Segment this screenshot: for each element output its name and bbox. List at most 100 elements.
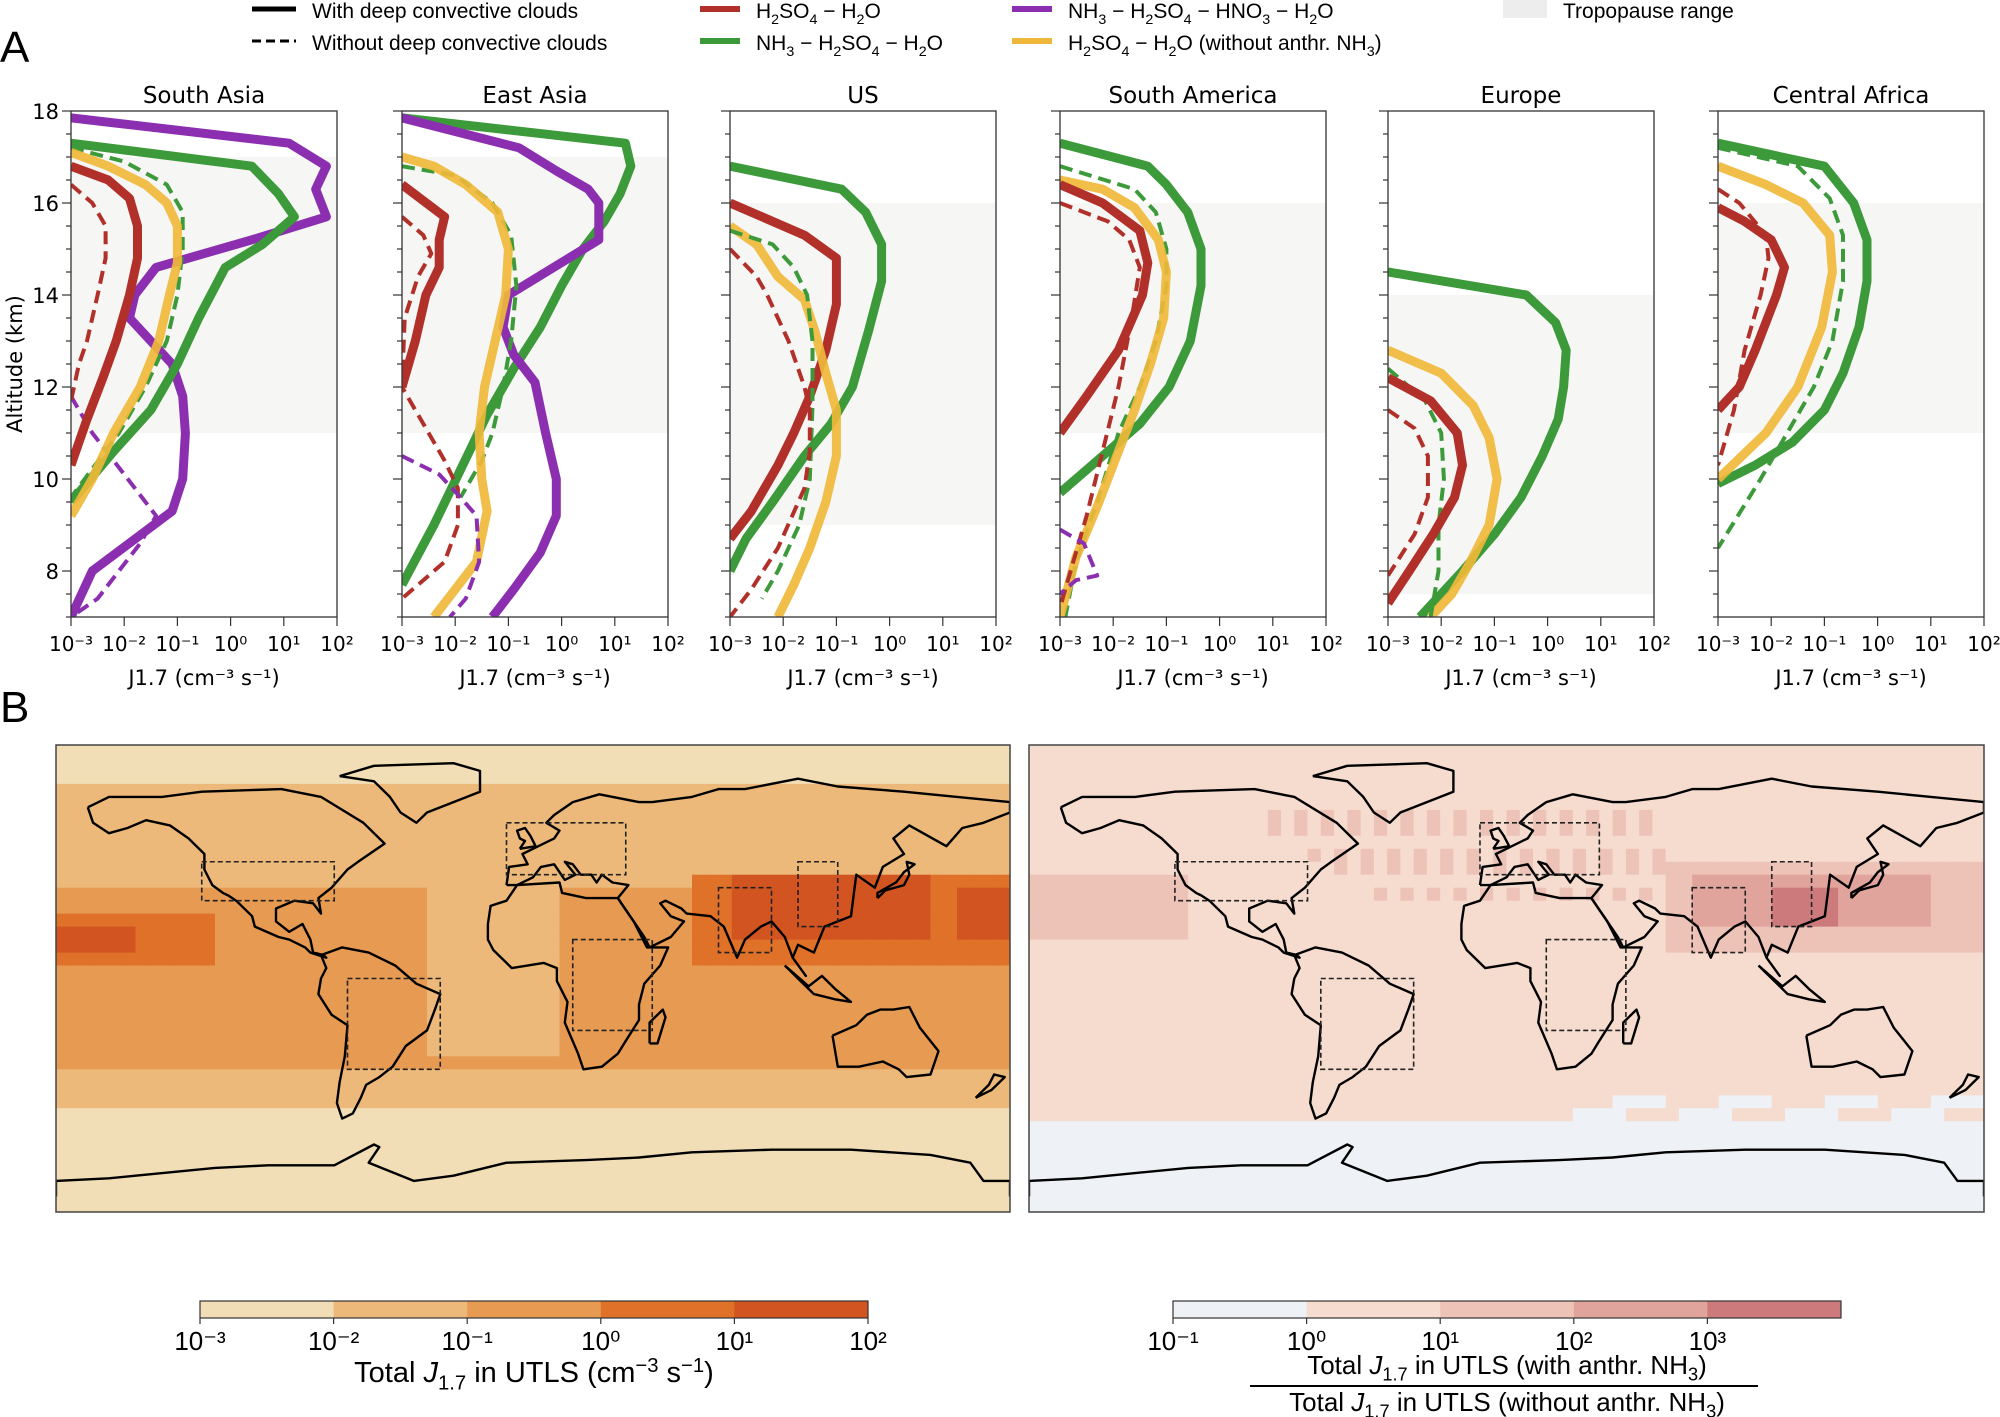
map-cell xyxy=(56,939,70,954)
map-cell xyxy=(1586,745,1600,759)
map-cell xyxy=(1440,809,1455,824)
map-cell xyxy=(904,745,918,759)
map-cell xyxy=(678,1134,693,1148)
map-cell xyxy=(1533,758,1547,772)
map-cell xyxy=(56,1056,70,1070)
map-cell xyxy=(135,1121,150,1135)
map-cell xyxy=(612,822,627,837)
map-cell xyxy=(1639,1043,1653,1057)
map-cell xyxy=(1493,913,1508,928)
map-cell xyxy=(930,1134,945,1148)
map-cell xyxy=(360,978,375,993)
map-cell xyxy=(1413,1082,1428,1096)
map-cell xyxy=(400,926,415,941)
map-cell xyxy=(453,848,468,863)
map-cell xyxy=(1758,926,1773,941)
map-cell xyxy=(347,861,362,876)
map-cell xyxy=(970,874,985,889)
map-cell xyxy=(480,900,494,915)
map-cell xyxy=(1400,1160,1415,1174)
map-cell xyxy=(718,822,733,837)
map-cell xyxy=(1042,1095,1057,1109)
map-cell xyxy=(692,1134,706,1148)
map-cell xyxy=(1307,861,1322,876)
map-cell xyxy=(254,939,269,954)
map-cell xyxy=(586,745,600,759)
map-cell xyxy=(201,1134,216,1148)
map-cell xyxy=(135,745,150,759)
map-cell xyxy=(1320,1173,1335,1187)
map-cell xyxy=(1466,770,1481,785)
map-cell xyxy=(1042,1160,1057,1174)
map-cell xyxy=(877,1160,892,1174)
map-cell xyxy=(254,1147,269,1161)
map-cell xyxy=(347,1134,362,1148)
map-cell xyxy=(374,783,388,798)
map-cell xyxy=(1174,978,1189,993)
map-cell xyxy=(1188,822,1203,837)
map-cell xyxy=(996,874,1010,889)
map-cell xyxy=(1758,796,1773,811)
map-cell xyxy=(519,913,534,928)
map-cell xyxy=(798,900,812,915)
map-cell xyxy=(1732,887,1746,902)
map-cell xyxy=(1241,1160,1256,1174)
map-cell xyxy=(228,822,243,837)
map-cell xyxy=(864,887,879,902)
map-cell xyxy=(1652,1017,1667,1031)
map-cell xyxy=(851,758,865,772)
map-cell xyxy=(572,1186,587,1200)
map-cell xyxy=(665,783,680,798)
map-cell xyxy=(1267,887,1282,902)
map-cell xyxy=(599,796,614,811)
map-cell xyxy=(1174,939,1189,954)
map-cell xyxy=(599,1017,614,1031)
map-cell xyxy=(1042,1082,1057,1096)
map-cell xyxy=(1307,1121,1322,1135)
map-cell xyxy=(1214,822,1229,837)
map-cell xyxy=(1599,1095,1614,1109)
map-cell xyxy=(1241,965,1256,980)
map-cell xyxy=(1201,1095,1216,1109)
map-cell xyxy=(1745,796,1760,811)
map-cell xyxy=(559,952,574,967)
map-cell xyxy=(1042,1121,1057,1135)
map-cell xyxy=(851,1095,865,1109)
map-cell xyxy=(771,1017,786,1031)
map-cell xyxy=(1586,1108,1600,1122)
map-cell xyxy=(1214,1108,1229,1122)
map-cell xyxy=(996,822,1010,837)
map-cell xyxy=(1426,965,1441,980)
map-cell xyxy=(374,1095,388,1109)
map-cell xyxy=(188,1056,203,1070)
map-cell xyxy=(904,1082,918,1096)
map-cell xyxy=(241,745,256,759)
map-cell xyxy=(519,887,534,902)
map-cell xyxy=(307,835,322,850)
map-cell xyxy=(1745,1160,1760,1174)
map-cell xyxy=(572,1030,587,1044)
map-cell xyxy=(1121,952,1136,967)
label-part: O (without anthr. NH xyxy=(1176,32,1366,55)
label-part: SO xyxy=(1091,32,1121,55)
map-cell xyxy=(996,900,1010,915)
map-cell xyxy=(387,861,402,876)
map-cell xyxy=(1692,1108,1707,1122)
map-cell xyxy=(175,1004,190,1018)
map-cell xyxy=(294,1043,309,1057)
map-cell xyxy=(95,745,110,759)
map-cell xyxy=(1718,1121,1733,1135)
map-cell xyxy=(837,952,852,967)
map-cell xyxy=(957,1199,971,1212)
map-cell xyxy=(1678,952,1693,967)
map-cell xyxy=(254,1043,269,1057)
map-cell xyxy=(148,978,163,993)
map-cell xyxy=(506,835,521,850)
map-cell xyxy=(1625,1095,1640,1109)
map-cell xyxy=(215,1043,229,1057)
map-cell xyxy=(1493,1095,1508,1109)
map-cell xyxy=(109,913,123,928)
map-cell xyxy=(1665,1160,1680,1174)
map-cell xyxy=(559,900,574,915)
map-cell xyxy=(1267,1134,1282,1148)
